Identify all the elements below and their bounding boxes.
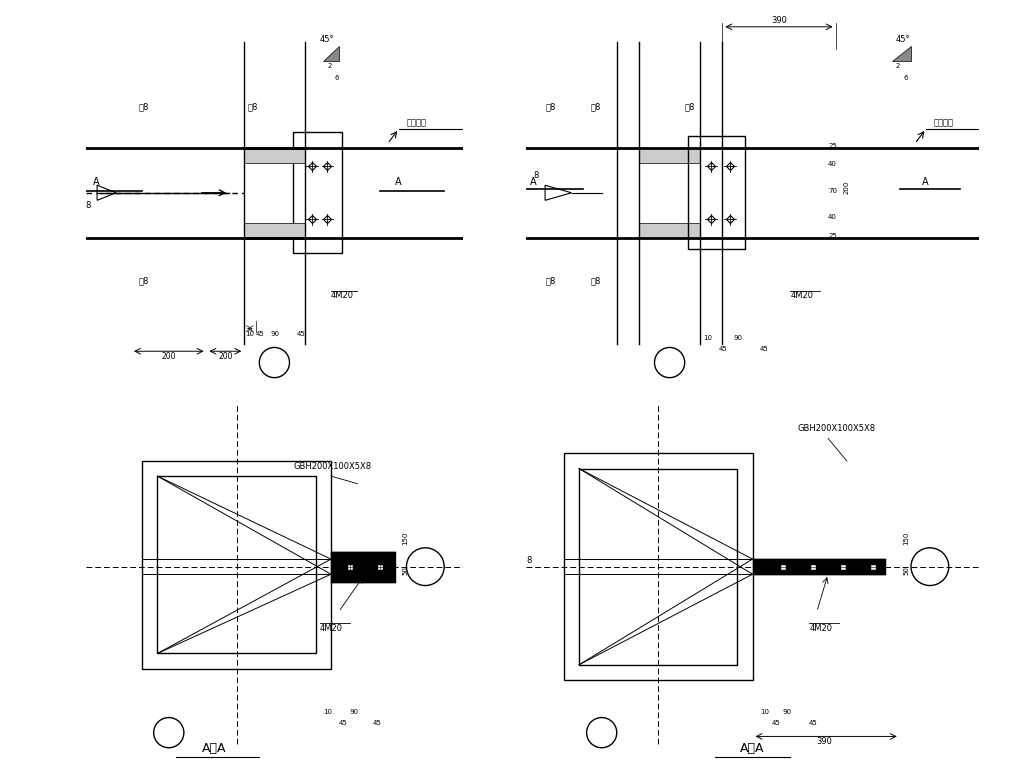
Polygon shape — [244, 223, 305, 238]
Text: 45: 45 — [809, 720, 817, 726]
Polygon shape — [244, 147, 305, 163]
Text: 45: 45 — [760, 346, 769, 352]
Text: 梁顶标高: 梁顶标高 — [934, 118, 954, 127]
Text: 390: 390 — [771, 16, 787, 25]
Text: 90: 90 — [733, 335, 743, 341]
Text: 390: 390 — [816, 737, 832, 746]
Text: 45: 45 — [373, 720, 381, 726]
Text: 肋8: 肋8 — [545, 276, 556, 285]
Text: 45°: 45° — [896, 35, 911, 44]
Text: 梁顶标高: 梁顶标高 — [407, 118, 426, 127]
Text: 肋8: 肋8 — [139, 103, 149, 112]
Text: 150: 150 — [904, 532, 910, 545]
Text: 肋8: 肋8 — [591, 103, 601, 112]
Text: 6: 6 — [904, 74, 908, 81]
Polygon shape — [640, 223, 699, 238]
Text: A－A: A－A — [201, 742, 226, 755]
Bar — [294, 133, 342, 253]
Text: A: A — [93, 177, 100, 187]
Bar — [564, 453, 753, 680]
Text: 6: 6 — [335, 74, 339, 81]
Text: 40: 40 — [828, 161, 837, 167]
Text: 肋8: 肋8 — [591, 276, 601, 285]
Polygon shape — [892, 46, 911, 61]
Text: 10: 10 — [703, 335, 713, 341]
Text: A: A — [395, 177, 402, 187]
Text: 45: 45 — [719, 346, 727, 352]
Text: 肋8: 肋8 — [685, 103, 695, 112]
Text: 45°: 45° — [319, 35, 335, 44]
Bar — [688, 137, 745, 249]
Text: 10: 10 — [324, 709, 333, 715]
Polygon shape — [640, 147, 699, 163]
Text: 4M20: 4M20 — [809, 624, 832, 633]
Text: 50: 50 — [403, 566, 409, 575]
Text: GBH200X100X5X8: GBH200X100X5X8 — [798, 424, 876, 433]
Bar — [579, 469, 737, 665]
Text: 90: 90 — [350, 709, 358, 715]
Text: 90: 90 — [271, 331, 279, 337]
Text: 25: 25 — [828, 233, 837, 239]
Text: 45: 45 — [297, 331, 306, 337]
Text: 25: 25 — [828, 143, 837, 149]
Text: 8: 8 — [526, 556, 532, 565]
Bar — [143, 461, 331, 669]
Text: 10: 10 — [760, 709, 769, 715]
Text: GBH200X100X5X8: GBH200X100X5X8 — [294, 462, 372, 471]
Text: 50: 50 — [904, 566, 910, 575]
Text: 肋8: 肋8 — [545, 103, 556, 112]
Text: 45: 45 — [339, 720, 347, 726]
Text: 200: 200 — [161, 352, 176, 360]
Text: 200: 200 — [843, 180, 849, 194]
Text: 2: 2 — [896, 64, 901, 69]
Text: 2: 2 — [328, 64, 332, 69]
Text: 4M20: 4M20 — [331, 291, 354, 301]
Text: 150: 150 — [403, 532, 409, 545]
Text: 8: 8 — [86, 201, 91, 210]
Text: 10: 10 — [245, 331, 255, 337]
Text: 200: 200 — [218, 352, 233, 360]
Text: 40: 40 — [828, 214, 837, 220]
Text: 45: 45 — [256, 331, 264, 337]
Text: 4M20: 4M20 — [319, 624, 343, 633]
Polygon shape — [324, 46, 339, 61]
Text: 90: 90 — [783, 709, 792, 715]
Text: A: A — [530, 177, 537, 187]
Text: 肋8: 肋8 — [139, 276, 149, 285]
Text: 70: 70 — [828, 188, 837, 194]
Text: A: A — [922, 177, 929, 187]
Text: 8: 8 — [534, 171, 539, 179]
Text: 45: 45 — [771, 720, 781, 726]
Bar — [157, 476, 316, 653]
Text: A－A: A－A — [740, 742, 765, 755]
Text: 4M20: 4M20 — [791, 291, 813, 301]
Text: 肋8: 肋8 — [248, 103, 259, 112]
